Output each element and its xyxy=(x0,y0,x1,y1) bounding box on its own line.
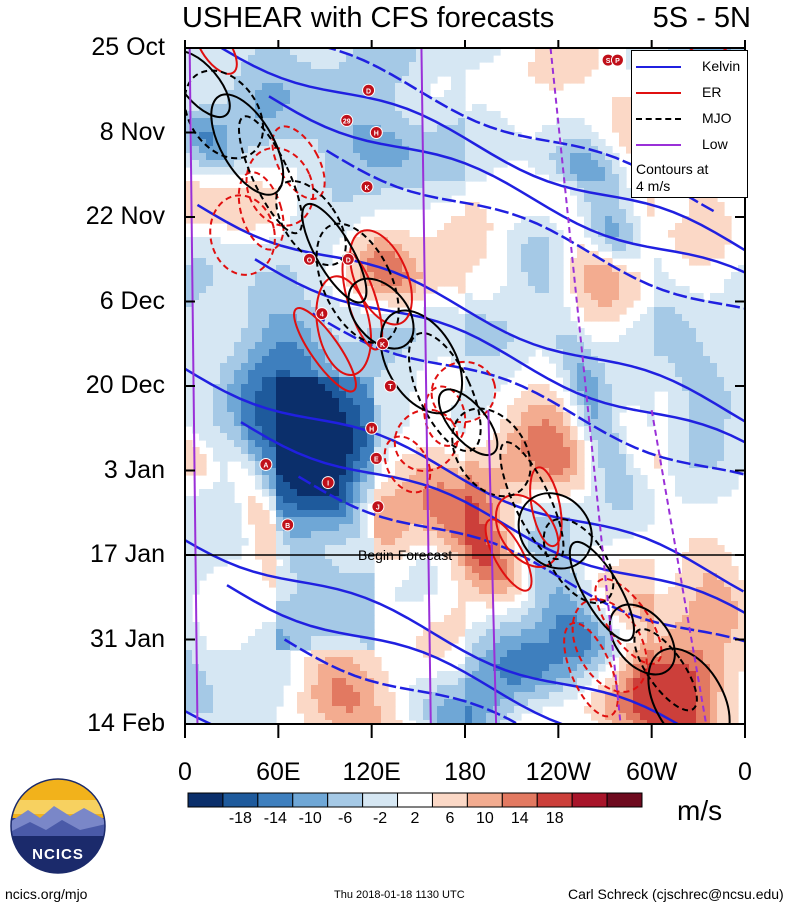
colorbar-label: 18 xyxy=(545,810,564,827)
legend-swatch xyxy=(636,144,681,146)
legend-note-line: 4 m/s xyxy=(636,178,671,194)
colorbar-label: 10 xyxy=(475,810,494,827)
y-tick-label: 31 Jan xyxy=(89,624,165,653)
colorbar-swatch xyxy=(292,792,329,808)
colorbar-swatch xyxy=(431,792,468,808)
y-tick-label: 22 Nov xyxy=(85,202,165,230)
y-tick-label: 8 Nov xyxy=(99,117,165,146)
y-tick-label: 25 Oct xyxy=(91,33,165,61)
x-tick-label: 120E xyxy=(342,758,401,786)
colorbar-swatch xyxy=(362,792,399,808)
begin-forecast-label: Begin Forecast xyxy=(358,547,453,563)
ncics-logo: NCICS xyxy=(10,778,106,874)
legend-label: MJO xyxy=(702,110,732,126)
colorbar-label: -14 xyxy=(263,810,287,827)
shear-heatmap xyxy=(185,48,745,724)
legend: Kelvin ER MJO Low Contours at 4 m/s xyxy=(631,50,748,198)
storm-marker: P xyxy=(610,53,624,67)
storm-marker: 4 xyxy=(315,307,329,321)
storm-marker: H xyxy=(365,421,379,435)
storm-marker: O xyxy=(302,252,316,266)
storm-marker: I xyxy=(321,476,335,490)
storm-marker: H xyxy=(369,126,383,139)
footer-url: ncics.org/mjo xyxy=(5,886,88,902)
x-tick-label: 0 xyxy=(738,758,752,786)
x-tick-label: 120W xyxy=(525,758,591,786)
legend-swatch xyxy=(636,92,681,94)
colorbar-label: -2 xyxy=(372,810,388,827)
chart-title: USHEAR with CFS forecasts xyxy=(182,2,555,34)
colorbar-swatch xyxy=(606,792,643,808)
colorbar-label: 6 xyxy=(445,810,455,827)
y-tick-label: 14 Feb xyxy=(87,709,165,737)
legend-note-line: Contours at xyxy=(636,161,709,177)
footer-author: Carl Schreck (cjschrec@ncsu.edu) xyxy=(568,886,784,902)
colorbar-label: 2 xyxy=(410,810,420,827)
colorbar-label: -10 xyxy=(298,810,322,827)
legend-label: Kelvin xyxy=(702,58,741,74)
x-tick-label: 180 xyxy=(444,758,486,786)
storm-marker: K xyxy=(360,180,374,194)
wave-contours xyxy=(185,48,745,724)
logo-globe-icon xyxy=(10,778,106,874)
legend-item-low: Low xyxy=(632,135,747,155)
footer-timestamp: Thu 2018-01-18 1130 UTC xyxy=(334,889,465,901)
storm-marker: E xyxy=(369,451,383,465)
y-tick-label: 20 Dec xyxy=(85,371,165,399)
storm-marker: A xyxy=(259,457,273,471)
legend-label: ER xyxy=(702,84,722,100)
legend-item-kelvin: Kelvin xyxy=(632,57,747,77)
storm-marker: T xyxy=(383,379,397,393)
legend-note: Contours at 4 m/s xyxy=(636,161,708,195)
legend-item-mjo: MJO xyxy=(632,109,747,129)
colorbar-swatch xyxy=(536,792,573,808)
y-tick-label: 3 Jan xyxy=(103,455,165,484)
colorbar-swatch xyxy=(187,792,224,808)
logo-text: NCICS xyxy=(32,846,84,863)
legend-swatch xyxy=(636,118,681,120)
colorbar-units: m/s xyxy=(677,795,723,826)
storm-marker: K xyxy=(376,337,390,351)
legend-swatch xyxy=(636,66,681,68)
colorbar-swatch xyxy=(327,792,364,808)
storm-marker: D xyxy=(341,252,355,266)
colorbar-swatch xyxy=(466,792,503,808)
colorbar-swatch xyxy=(571,792,608,808)
legend-item-er: ER xyxy=(632,83,747,103)
colorbar-label: -18 xyxy=(228,810,252,827)
legend-label: Low xyxy=(702,136,728,152)
storm-marker: J xyxy=(371,500,385,514)
chart-region: 5S - 5N xyxy=(652,2,751,34)
colorbar-label: -6 xyxy=(338,810,353,827)
colorbar-swatch xyxy=(257,792,294,808)
colorbar-swatch xyxy=(222,792,259,808)
storm-marker: 29 xyxy=(340,113,354,127)
x-tick-label: 60E xyxy=(256,758,301,786)
storm-marker: B xyxy=(281,518,295,532)
colorbar-label: 14 xyxy=(510,810,529,827)
x-tick-label: 0 xyxy=(178,758,192,786)
colorbar-swatch xyxy=(397,792,433,808)
y-tick-label: 6 Dec xyxy=(99,286,165,315)
x-tick-label: 60W xyxy=(625,758,678,786)
colorbar-swatch xyxy=(501,792,538,808)
y-tick-label: 17 Jan xyxy=(89,540,165,568)
colorbar xyxy=(187,792,643,808)
storm-marker: D xyxy=(362,83,376,97)
